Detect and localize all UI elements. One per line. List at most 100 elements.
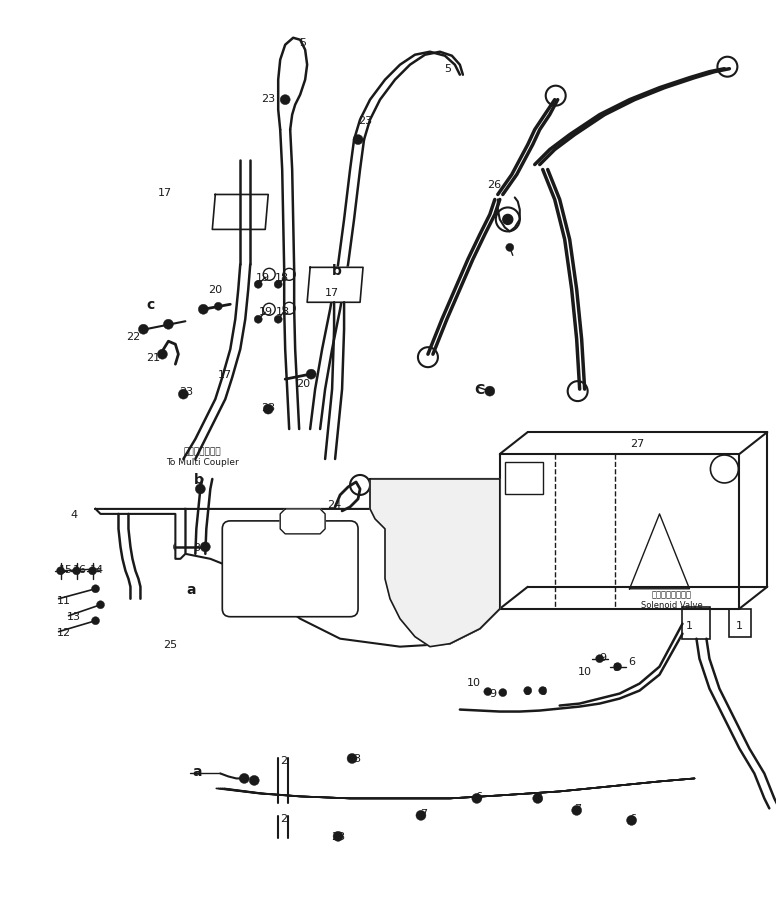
- Polygon shape: [96, 509, 186, 560]
- Text: 26: 26: [486, 180, 501, 190]
- Circle shape: [72, 567, 81, 575]
- Polygon shape: [370, 480, 500, 647]
- Text: 5: 5: [444, 63, 451, 74]
- Bar: [505, 462, 542, 494]
- Text: 17: 17: [218, 369, 232, 380]
- Circle shape: [350, 475, 370, 495]
- Circle shape: [538, 686, 547, 695]
- Circle shape: [198, 305, 208, 315]
- Circle shape: [254, 316, 262, 323]
- Circle shape: [92, 617, 99, 625]
- Text: 7: 7: [420, 809, 427, 819]
- Circle shape: [239, 774, 249, 784]
- Text: 21: 21: [146, 353, 161, 363]
- Bar: [730, 609, 751, 637]
- Polygon shape: [307, 268, 363, 303]
- Text: 11: 11: [57, 596, 71, 605]
- Circle shape: [503, 215, 513, 225]
- Circle shape: [158, 350, 167, 359]
- Text: a: a: [193, 765, 202, 778]
- Circle shape: [626, 815, 636, 825]
- Text: 3: 3: [193, 542, 200, 552]
- Circle shape: [710, 456, 738, 483]
- Circle shape: [572, 805, 582, 815]
- Circle shape: [472, 793, 482, 803]
- Text: 20: 20: [296, 379, 310, 389]
- Circle shape: [416, 811, 426, 821]
- Text: 23: 23: [331, 832, 345, 842]
- Text: 6: 6: [476, 791, 483, 801]
- Text: マルチカプラヘ: マルチカプラヘ: [183, 447, 221, 456]
- Circle shape: [263, 404, 274, 414]
- Text: 2: 2: [280, 813, 287, 823]
- Polygon shape: [280, 509, 325, 534]
- Text: ソレノイドバルブ: ソレノイドバルブ: [651, 590, 692, 598]
- Text: 23: 23: [358, 116, 372, 126]
- Text: 25: 25: [163, 639, 177, 649]
- Text: 18: 18: [275, 273, 289, 283]
- Text: 7: 7: [574, 803, 581, 813]
- Text: 9: 9: [599, 652, 606, 662]
- Text: c: c: [146, 298, 155, 312]
- Circle shape: [249, 776, 260, 786]
- Circle shape: [691, 618, 702, 630]
- Text: To Multi Coupler: To Multi Coupler: [166, 458, 239, 467]
- Polygon shape: [212, 195, 268, 230]
- Text: 10: 10: [577, 666, 591, 675]
- Circle shape: [179, 390, 188, 400]
- Circle shape: [347, 754, 357, 764]
- Text: 23: 23: [179, 387, 193, 397]
- Text: 9: 9: [490, 687, 497, 698]
- Circle shape: [138, 325, 148, 335]
- Text: 18: 18: [276, 307, 291, 317]
- Text: 5: 5: [300, 38, 307, 48]
- Text: 20: 20: [208, 285, 222, 295]
- Text: 4: 4: [70, 509, 77, 519]
- Text: 1: 1: [686, 620, 693, 630]
- Circle shape: [596, 655, 604, 663]
- Circle shape: [274, 316, 282, 323]
- Text: 19: 19: [256, 273, 270, 283]
- Text: 16: 16: [72, 564, 86, 574]
- Text: 6: 6: [539, 686, 546, 696]
- Text: 27: 27: [630, 438, 645, 448]
- Circle shape: [533, 793, 542, 803]
- Text: a: a: [186, 582, 196, 596]
- Circle shape: [200, 542, 211, 552]
- Text: 8: 8: [523, 686, 531, 696]
- Circle shape: [306, 369, 316, 380]
- Text: 6: 6: [535, 793, 542, 803]
- Text: 15: 15: [58, 564, 72, 574]
- Circle shape: [614, 663, 622, 671]
- Text: 24: 24: [327, 499, 341, 509]
- Text: 14: 14: [89, 564, 103, 574]
- Text: 22: 22: [127, 332, 141, 342]
- Circle shape: [96, 601, 105, 609]
- Circle shape: [195, 484, 205, 494]
- Circle shape: [254, 281, 262, 289]
- Circle shape: [733, 616, 749, 632]
- Circle shape: [57, 567, 64, 575]
- Text: 12: 12: [57, 627, 71, 637]
- Circle shape: [685, 612, 709, 636]
- Text: 23: 23: [347, 754, 361, 764]
- Circle shape: [485, 387, 495, 397]
- Text: Solenoid Valve: Solenoid Valve: [640, 601, 702, 609]
- Circle shape: [506, 244, 514, 252]
- Circle shape: [484, 687, 492, 696]
- Circle shape: [274, 281, 282, 289]
- Text: 23: 23: [261, 403, 275, 413]
- Circle shape: [280, 96, 290, 106]
- Circle shape: [173, 542, 183, 552]
- Text: 17: 17: [325, 288, 340, 298]
- FancyBboxPatch shape: [222, 521, 358, 617]
- Circle shape: [92, 585, 99, 593]
- Text: C: C: [475, 382, 485, 397]
- Circle shape: [89, 567, 96, 575]
- Circle shape: [163, 320, 173, 330]
- Text: b: b: [193, 472, 204, 486]
- Text: 10: 10: [467, 677, 481, 686]
- Text: 1: 1: [736, 620, 743, 630]
- Text: 6: 6: [628, 656, 635, 666]
- Text: 8: 8: [612, 662, 619, 672]
